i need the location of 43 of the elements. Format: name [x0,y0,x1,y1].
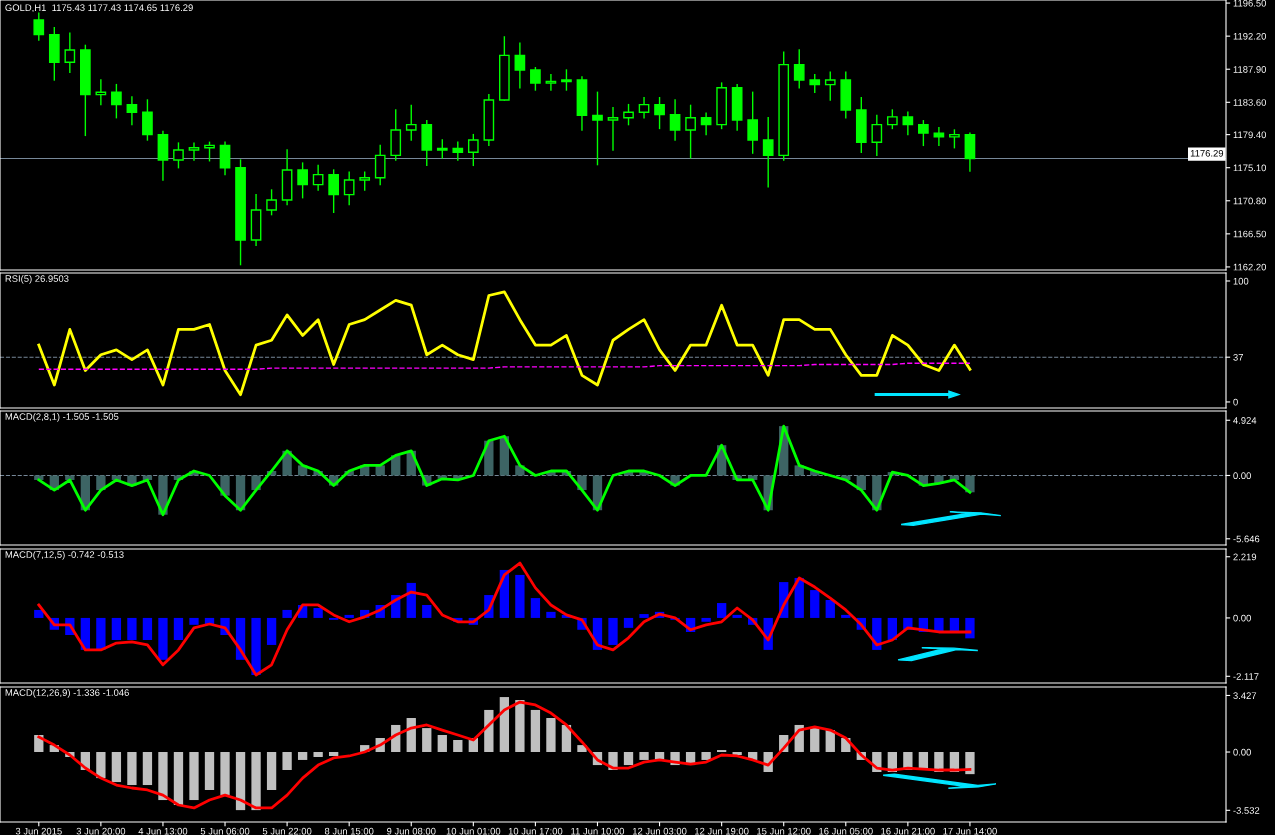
y-tick-label: 37 [1233,354,1243,361]
y-tick-label: 0 [1233,398,1238,406]
y-tick-label: 1183.60 [1233,99,1267,106]
x-tick-label: 3 Jun 2015 [15,827,62,835]
y-tick-label: 100 [1233,277,1249,285]
y-tick-label: 3.427 [1233,692,1257,699]
x-tick-label: 11 Jun 10:00 [571,827,625,835]
y-tick-label: 0.00 [1233,472,1251,479]
chart-title: MACD(2,8,1) -1.505 -1.505 [5,413,119,422]
ref-line-label: 1176.29 [1190,149,1224,157]
y-tick-label: 1187.90 [1233,66,1267,73]
y-tick-label: 0.00 [1233,748,1251,756]
y-tick-label: -2.117 [1233,673,1259,680]
y-tick-label: 1166.50 [1233,230,1267,238]
x-tick-label: 10 Jun 01:00 [446,827,501,835]
chart-title: GOLD,H1 1175.43 1177.43 1174.65 1176.29 [5,4,193,13]
x-tick-label: 12 Jun 19:00 [695,827,749,835]
x-tick-label: 3 Jun 20:00 [76,827,126,835]
x-tick-label: 10 Jun 17:00 [508,827,563,835]
y-tick-label: 1196.50 [1233,0,1267,7]
chart-title: MACD(7,12,5) -0.742 -0.513 [5,551,124,560]
y-tick-label: -3.532 [1233,807,1260,814]
y-tick-label: 2.219 [1233,553,1257,561]
y-tick-label: 1175.10 [1233,164,1267,172]
x-tick-label: 16 Jun 21:00 [881,827,935,835]
x-tick-label: 5 Jun 22:00 [262,827,312,835]
x-tick-label: 16 Jun 05:00 [819,827,873,835]
x-tick-label: 17 Jun 14:00 [943,827,997,835]
x-tick-label: 9 Jun 08:00 [387,827,436,835]
x-tick-label: 4 Jun 13:00 [138,827,188,835]
chart-title: RSI(5) 26.9503 [5,275,69,284]
y-tick-label: 1179.40 [1233,131,1267,139]
y-tick-label: 1192.20 [1233,32,1267,40]
chart-title: MACD(12,26,9) -1.336 -1.046 [5,689,129,698]
x-tick-label: 5 Jun 06:00 [200,827,250,835]
y-tick-label: 4.924 [1233,417,1257,424]
y-tick-label: 0.00 [1233,614,1251,622]
y-tick-label: 1162.20 [1233,263,1267,271]
x-tick-label: 8 Jun 15:00 [324,827,374,835]
x-tick-label: 12 Jun 03:00 [632,827,687,835]
y-tick-label: 1170.80 [1233,197,1267,205]
x-tick-label: 15 Jun 12:00 [757,827,811,835]
y-tick-label: -5.646 [1233,535,1260,543]
